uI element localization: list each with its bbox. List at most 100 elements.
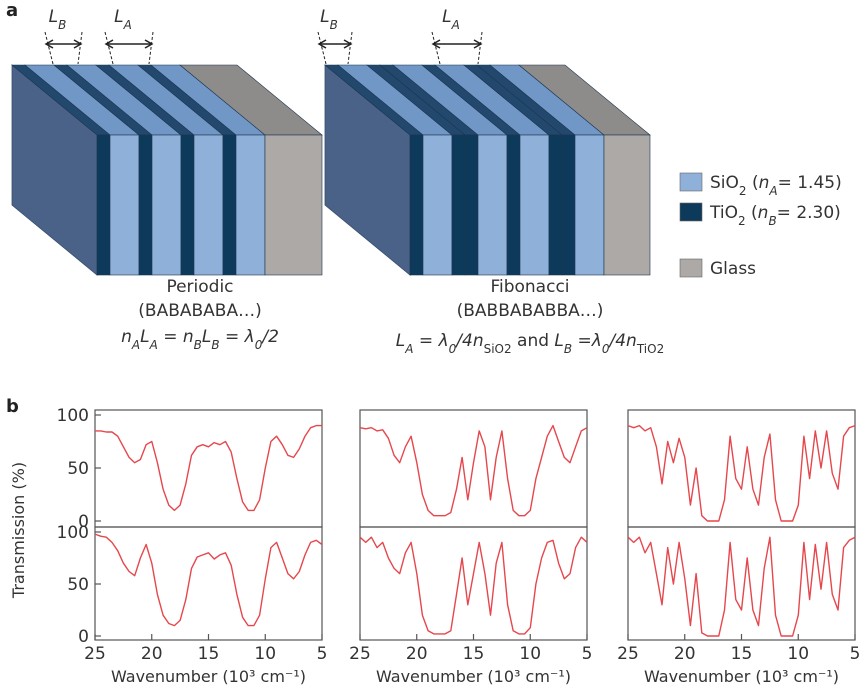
transmission-curve	[628, 426, 855, 521]
figure: a b LBLALBLA SiO2 (nA= 1.45)TiO2 (nB= 2.…	[0, 0, 862, 692]
x-tick-label: 5	[850, 644, 861, 664]
layer-front	[139, 135, 152, 275]
layer-front	[452, 135, 465, 275]
layer-front	[110, 135, 139, 275]
text-run: =	[158, 327, 183, 347]
layer-front	[423, 135, 452, 275]
text-run: λ	[438, 331, 449, 351]
text-run: A	[131, 338, 140, 352]
x-tick-label: 15	[198, 644, 220, 664]
layer-front	[152, 135, 181, 275]
text-run: and	[512, 331, 555, 351]
text-run: n	[759, 173, 770, 193]
text-run: SiO	[710, 173, 739, 193]
text-run: /4	[608, 331, 627, 351]
multilayer-diagram	[12, 65, 650, 275]
legend-swatch	[680, 203, 702, 221]
x-tick-label: 20	[406, 644, 428, 664]
dimension-guide	[348, 32, 352, 64]
text-run: TiO	[709, 203, 738, 223]
x-tick-label: 15	[463, 644, 485, 664]
y-tick-label: 50	[67, 575, 89, 595]
layer-front	[236, 135, 265, 275]
x-tick-label: 20	[674, 644, 696, 664]
legend-label: TiO2 (nB= 2.30)	[709, 203, 841, 228]
layer-front	[223, 135, 236, 275]
text-run: 2	[739, 184, 747, 198]
y-axis-label: Transmission (%)	[9, 462, 28, 599]
text-run: n	[626, 331, 637, 351]
text-run: B	[211, 338, 219, 352]
y-tick-label: 50	[67, 459, 89, 479]
text-run: = 2.30)	[777, 203, 841, 223]
x-axis-label: Wavenumber (10³ cm⁻¹)	[644, 667, 839, 686]
transmission-curve	[360, 537, 587, 634]
x-tick-label: 25	[84, 644, 106, 664]
panel-label: a	[6, 0, 18, 21]
text-run: B	[768, 214, 776, 228]
x-axis-label: Wavenumber (10³ cm⁻¹)	[111, 667, 306, 686]
plot-frame	[360, 527, 587, 640]
layer-front	[562, 135, 575, 275]
text-run: L	[202, 327, 211, 347]
text-run: n	[758, 203, 769, 223]
captions: Periodic (BABABABA…) nALA = nBLB = λ0/2 …	[121, 277, 664, 356]
caption-name: Fibonacci	[490, 277, 569, 297]
transmission-curve	[628, 537, 855, 636]
layer-front	[97, 135, 110, 275]
legend-swatch	[680, 259, 702, 277]
legend-label: SiO2 (nA= 1.45)	[710, 173, 842, 198]
text-run: λ	[244, 327, 255, 347]
text-run: L	[396, 331, 405, 351]
text-run: L	[140, 327, 149, 347]
text-run: A	[404, 342, 413, 356]
text-run: A	[768, 184, 777, 198]
text-run: /4	[454, 331, 473, 351]
legend: SiO2 (nA= 1.45)TiO2 (nB= 2.30)Glass	[680, 173, 842, 279]
layer-front	[520, 135, 549, 275]
text-run: L	[442, 7, 451, 27]
caption-formula: LA = λ0/4nSiO2 and LB =λ0/4nTiO2	[396, 331, 664, 356]
x-tick-label: 25	[617, 644, 639, 664]
text-run: (	[746, 203, 758, 223]
text-run: n	[183, 327, 194, 347]
transmission-curve	[360, 426, 587, 516]
text-run: L	[114, 7, 123, 27]
text-run: =	[220, 327, 245, 347]
legend-swatch	[680, 173, 702, 191]
layer-front	[265, 135, 322, 275]
panel-label: b	[6, 396, 19, 417]
text-run: 2	[738, 214, 746, 228]
text-run: L	[554, 331, 563, 351]
text-run: Glass	[710, 259, 756, 279]
x-tick-label: 10	[519, 644, 541, 664]
text-run: SiO2	[484, 342, 512, 356]
dimension-guide	[478, 32, 482, 64]
dimension-label: LB	[49, 7, 67, 32]
layer-front	[604, 135, 650, 275]
text-run: n	[473, 331, 484, 351]
caption-sequence: (BABABABA…)	[138, 301, 261, 321]
x-axis-label: Wavenumber (10³ cm⁻¹)	[376, 667, 571, 686]
dimension-label: LA	[114, 7, 132, 32]
text-run: (	[747, 173, 759, 193]
caption-sequence: (BABBABABBA…)	[457, 301, 604, 321]
x-tick-label: 5	[582, 644, 593, 664]
text-run: λ	[591, 331, 602, 351]
plot-frame	[95, 527, 322, 640]
y-tick-label: 100	[57, 406, 89, 426]
text-run: L	[49, 7, 58, 27]
text-run: A	[451, 18, 460, 32]
transmission-curve	[95, 426, 322, 511]
text-run: /2	[260, 327, 279, 347]
x-tick-label: 15	[731, 644, 753, 664]
x-tick-label: 25	[349, 644, 371, 664]
dimension-label: LB	[320, 7, 338, 32]
text-run: B	[564, 342, 572, 356]
layer-front	[181, 135, 194, 275]
layer-front	[575, 135, 604, 275]
x-tick-label: 10	[787, 644, 809, 664]
layer-front	[549, 135, 562, 275]
text-run: TiO2	[636, 342, 664, 356]
page: a b LBLALBLA SiO2 (nA= 1.45)TiO2 (nB= 2.…	[0, 0, 862, 692]
